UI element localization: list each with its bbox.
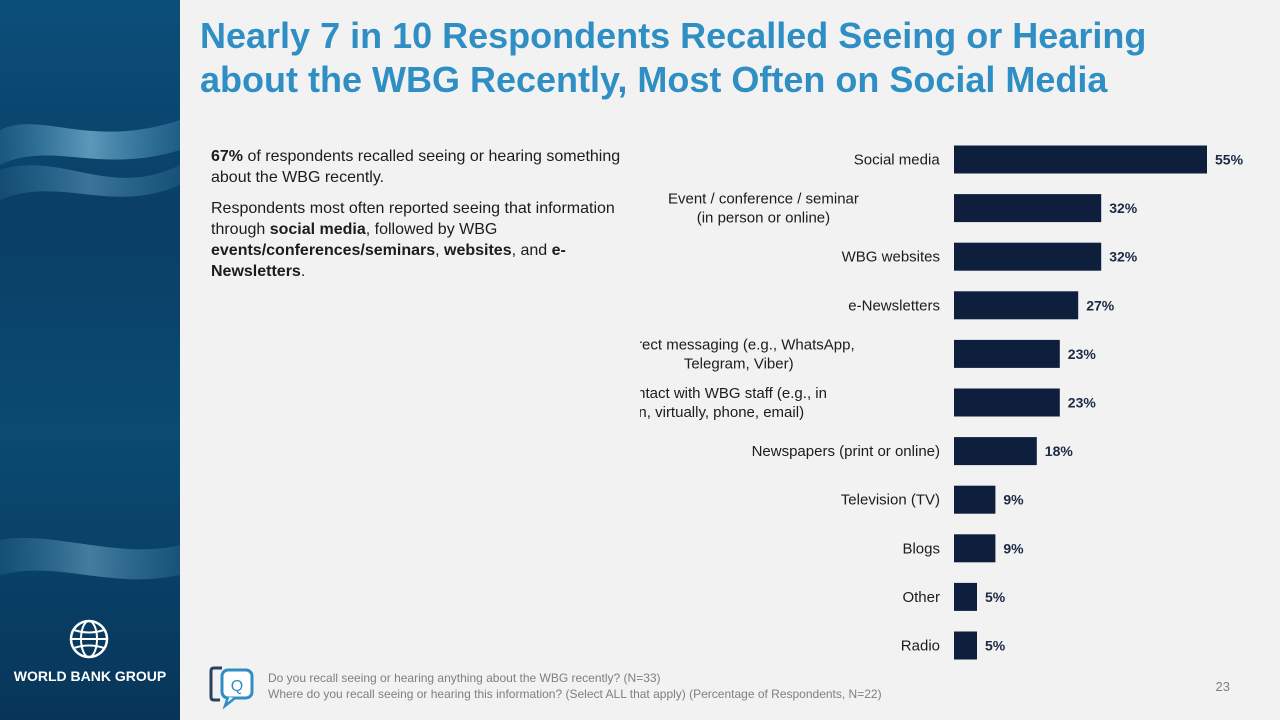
summary-p2-start: Respondents most often reported seeing t… [211, 200, 615, 238]
category-label-1: Event / conference / seminar (in person o… [668, 191, 859, 227]
bar-4 [954, 339, 1060, 368]
bar-0 [954, 145, 1207, 174]
summary-p2-bold-social: social media [269, 221, 366, 238]
sidebar-texture [0, 120, 180, 580]
bar-2 [954, 242, 1102, 271]
category-label-0: Social media [854, 152, 941, 169]
value-label-3: 27% [1086, 297, 1115, 313]
question-chat-icon: Q [209, 666, 254, 710]
summary-highlight-stat: 67% [211, 148, 244, 165]
summary-p2-mid1: , followed by WBG [365, 221, 498, 238]
value-label-5: 23% [1068, 395, 1097, 411]
bar-5 [954, 388, 1060, 417]
globe-icon [69, 619, 109, 659]
bar-7 [954, 485, 996, 514]
category-label-3: e-Newsletters [848, 297, 940, 314]
category-label-9: Other [902, 589, 940, 606]
summary-p2-bold-newsletters: e-Newsletters [211, 242, 566, 280]
summary-p1-text: of respondents recalled seeing or hearin… [211, 148, 621, 186]
value-label-8: 9% [1003, 540, 1024, 556]
summary-paragraph-2: Respondents most often reported seeing t… [211, 198, 621, 282]
title-line-1: Nearly 7 in 10 Respondents Recalled Seei… [200, 15, 1147, 56]
summary-p2-bold-websites: websites [444, 242, 512, 259]
category-label-7: Television (TV) [841, 492, 940, 509]
page-title: Nearly 7 in 10 Respondents Recalled Seei… [200, 14, 1260, 102]
survey-question-1: Do you recall seeing or hearing anything… [268, 671, 661, 685]
question-icon-letter: Q [231, 678, 243, 695]
summary-p2-mid3: , and [511, 242, 552, 259]
value-label-10: 5% [985, 638, 1006, 654]
survey-questions: Do you recall seeing or hearing anything… [268, 670, 1168, 702]
survey-question-2: Where do you recall seeing or hearing th… [268, 687, 882, 701]
bar-10 [954, 631, 977, 660]
value-label-9: 5% [985, 589, 1006, 605]
category-label-2: WBG websites [842, 249, 940, 266]
page-number: 23 [1215, 679, 1230, 694]
value-label-1: 32% [1109, 200, 1138, 216]
bar-9 [954, 582, 977, 611]
category-label-4: Direct messaging (e.g., WhatsApp, Telegra… [640, 336, 855, 372]
summary-text: 67% of respondents recalled seeing or he… [211, 146, 621, 292]
bar-8 [954, 534, 996, 563]
value-label-4: 23% [1068, 346, 1097, 362]
bar-1 [954, 194, 1102, 223]
summary-paragraph-1: 67% of respondents recalled seeing or he… [211, 146, 621, 188]
summary-p2-bold-events: events/conferences/seminars [211, 242, 436, 259]
value-label-2: 32% [1109, 249, 1138, 265]
sidebar-brand-panel: WORLD BANK GROUP [0, 0, 180, 720]
category-label-10: Radio [901, 638, 940, 655]
summary-p2-end: . [300, 263, 306, 280]
value-label-6: 18% [1045, 443, 1074, 459]
bar-3 [954, 291, 1079, 320]
summary-p2-mid2: , [435, 242, 445, 259]
category-label-8: Blogs [902, 540, 940, 557]
title-line-2: about the WBG Recently, Most Often on So… [200, 59, 1108, 100]
category-label-6: Newspapers (print or online) [752, 443, 940, 460]
bar-chart: 55% Social media 32% Event / conference / s… [640, 145, 1244, 660]
value-label-7: 9% [1003, 492, 1024, 508]
value-label-0: 55% [1215, 152, 1244, 168]
category-label-5: Direct contact with WBG staff (e.g., inp… [640, 385, 827, 421]
brand-name: WORLD BANK GROUP [13, 668, 167, 684]
bar-6 [954, 437, 1037, 466]
